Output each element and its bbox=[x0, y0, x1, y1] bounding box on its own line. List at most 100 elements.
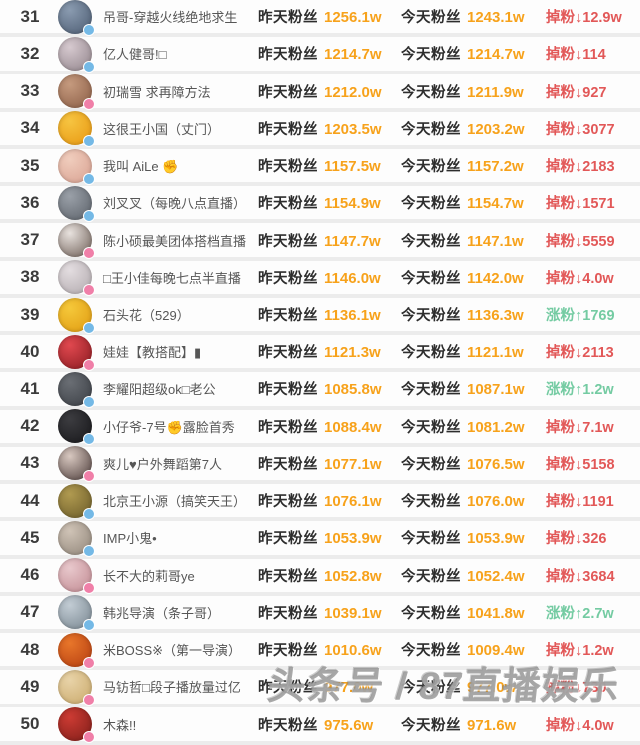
avatar bbox=[58, 0, 95, 36]
streamer-name: 木森!! bbox=[103, 717, 137, 733]
verified-badge-icon bbox=[83, 209, 95, 222]
ranking-row[interactable]: 42 小仔爷-7号✊露脸首秀 昨天粉丝 1088.4w 今天粉丝 1081.2w… bbox=[0, 409, 640, 446]
fans-change: 掉粉↓12.9w bbox=[546, 10, 622, 27]
today-fans-label: 今天粉丝 bbox=[401, 680, 461, 697]
verified-badge-icon bbox=[83, 172, 95, 185]
ranking-row[interactable]: 38 □王小佳每晚七点半直播 昨天粉丝 1146.0w 今天粉丝 1142.0w… bbox=[0, 260, 640, 297]
today-fans: 今天粉丝 1214.7w bbox=[401, 43, 546, 64]
yesterday-fans-value: 1154.9w bbox=[324, 195, 381, 213]
yesterday-fans: 昨天粉丝 975.6w bbox=[258, 714, 401, 735]
verified-badge-icon bbox=[83, 470, 95, 483]
today-fans: 今天粉丝 1157.2w bbox=[401, 155, 546, 176]
today-fans-label: 今天粉丝 bbox=[401, 308, 461, 325]
today-fans-value: 1211.9w bbox=[467, 83, 524, 101]
yesterday-fans: 昨天粉丝 1052.8w bbox=[258, 565, 401, 586]
fans-change: 掉粉↓114 bbox=[546, 47, 606, 64]
ranking-row[interactable]: 32 亿人健哥!□ 昨天粉丝 1214.7w 今天粉丝 1214.7w 掉粉↓1… bbox=[0, 36, 640, 73]
avatar bbox=[58, 185, 95, 222]
avatar bbox=[58, 148, 95, 185]
today-fans: 今天粉丝 1081.2w bbox=[401, 416, 546, 437]
ranking-row[interactable]: 48 米BOSS※（第一导演） 昨天粉丝 1010.6w 今天粉丝 1009.4… bbox=[0, 632, 640, 669]
ranking-row[interactable]: 45 IMP小鬼• 昨天粉丝 1053.9w 今天粉丝 1053.9w 掉粉↓3… bbox=[0, 520, 640, 557]
fans-change: 涨粉↑2.7w bbox=[546, 605, 614, 622]
fans-change: 掉粉↓3684 bbox=[546, 568, 615, 585]
ranking-row[interactable]: 47 韩兆导演（条子哥） 昨天粉丝 1039.1w 今天粉丝 1041.8w 涨… bbox=[0, 595, 640, 632]
today-fans-label: 今天粉丝 bbox=[401, 717, 461, 734]
today-fans-value: 1136.3w bbox=[467, 307, 524, 325]
ranking-row[interactable]: 43 爽儿♥户外舞蹈第7人 昨天粉丝 1077.1w 今天粉丝 1076.5w … bbox=[0, 446, 640, 483]
ranking-row[interactable]: 31 吊哥-穿越火线绝地求生 昨天粉丝 1256.1w 今天粉丝 1243.1w… bbox=[0, 0, 640, 36]
yesterday-fans-label: 昨天粉丝 bbox=[258, 233, 318, 250]
today-fans-value: 1041.8w bbox=[467, 604, 525, 622]
ranking-row[interactable]: 41 李耀阳超级ok□老公 昨天粉丝 1085.8w 今天粉丝 1087.1w … bbox=[0, 372, 640, 408]
streamer-name: 小仔爷-7号✊露脸首秀 bbox=[103, 419, 235, 435]
yesterday-fans: 昨天粉丝 1077.1w bbox=[258, 453, 401, 474]
avatar bbox=[58, 669, 95, 706]
rank-number: 32 bbox=[20, 43, 40, 63]
ranking-row[interactable]: 37 陈小硕最美团体搭档直播 昨天粉丝 1147.7w 今天粉丝 1147.1w… bbox=[0, 223, 640, 260]
yesterday-fans: 昨天粉丝 1076.1w bbox=[258, 490, 401, 511]
rank-number: 38 bbox=[20, 267, 40, 287]
today-fans-label: 今天粉丝 bbox=[401, 643, 461, 660]
avatar bbox=[58, 446, 95, 483]
today-fans-value: 1203.2w bbox=[467, 120, 525, 138]
yesterday-fans-value: 1076.1w bbox=[324, 493, 382, 511]
ranking-row[interactable]: 33 初瑞雪 求再障方法 昨天粉丝 1212.0w 今天粉丝 1211.9w 掉… bbox=[0, 74, 640, 111]
today-fans-value: 1009.4w bbox=[467, 642, 525, 660]
yesterday-fans-value: 1053.9w bbox=[324, 530, 382, 548]
rank-number: 31 bbox=[20, 6, 40, 26]
today-fans-label: 今天粉丝 bbox=[401, 121, 461, 138]
ranking-row[interactable]: 49 马钫哲□段子播放量过亿 昨天粉丝 977.0w 今天粉丝 977.0w 掉… bbox=[0, 669, 640, 706]
today-fans-label: 今天粉丝 bbox=[401, 270, 461, 287]
avatar bbox=[58, 111, 95, 148]
yesterday-fans-label: 昨天粉丝 bbox=[258, 717, 318, 734]
avatar bbox=[58, 372, 95, 408]
yesterday-fans-label: 昨天粉丝 bbox=[258, 382, 318, 399]
rank-number: 36 bbox=[20, 192, 40, 212]
yesterday-fans-label: 昨天粉丝 bbox=[258, 270, 318, 287]
yesterday-fans-value: 1203.5w bbox=[324, 120, 382, 138]
today-fans: 今天粉丝 1087.1w bbox=[401, 378, 546, 399]
yesterday-fans-label: 昨天粉丝 bbox=[258, 531, 318, 548]
rank-number: 48 bbox=[20, 639, 40, 659]
streamer-name: 刘叉叉（每晚八点直播） bbox=[103, 196, 247, 212]
ranking-row[interactable]: 36 刘叉叉（每晚八点直播） 昨天粉丝 1154.9w 今天粉丝 1154.7w… bbox=[0, 185, 640, 222]
rank-number: 46 bbox=[20, 565, 40, 585]
streamer-name: 爽儿♥户外舞蹈第7人 bbox=[103, 456, 222, 472]
yesterday-fans-label: 昨天粉丝 bbox=[258, 84, 318, 101]
ranking-row[interactable]: 39 石头花（529） 昨天粉丝 1136.1w 今天粉丝 1136.3w 涨粉… bbox=[0, 297, 640, 334]
today-fans-value: 1052.4w bbox=[467, 567, 525, 585]
ranking-row[interactable]: 40 娃娃【教搭配】▮ 昨天粉丝 1121.3w 今天粉丝 1121.1w 掉粉… bbox=[0, 334, 640, 371]
avatar bbox=[58, 520, 95, 557]
ranking-row[interactable]: 34 这很王小国（丈门） 昨天粉丝 1203.5w 今天粉丝 1203.2w 掉… bbox=[0, 111, 640, 148]
today-fans: 今天粉丝 1121.1w bbox=[401, 341, 546, 362]
yesterday-fans: 昨天粉丝 1136.1w bbox=[258, 304, 401, 325]
avatar bbox=[58, 483, 95, 520]
streamer-name: 长不大的莉哥ye bbox=[103, 568, 195, 584]
ranking-row[interactable]: 44 北京王小源（搞笑天王） 昨天粉丝 1076.1w 今天粉丝 1076.0w… bbox=[0, 483, 640, 520]
ranking-row[interactable]: 46 长不大的莉哥ye 昨天粉丝 1052.8w 今天粉丝 1052.4w 掉粉… bbox=[0, 558, 640, 595]
yesterday-fans: 昨天粉丝 1088.4w bbox=[258, 416, 401, 437]
today-fans: 今天粉丝 1009.4w bbox=[401, 639, 546, 660]
yesterday-fans-label: 昨天粉丝 bbox=[258, 605, 318, 622]
streamer-name: 我叫 AiLe ✊ bbox=[103, 159, 179, 175]
today-fans-value: 1157.2w bbox=[467, 158, 524, 176]
verified-badge-icon bbox=[83, 23, 95, 36]
rank-number: 42 bbox=[20, 416, 40, 436]
verified-badge-icon bbox=[83, 693, 95, 706]
yesterday-fans-label: 昨天粉丝 bbox=[258, 47, 318, 64]
streamer-name: 娃娃【教搭配】▮ bbox=[103, 345, 202, 361]
today-fans-label: 今天粉丝 bbox=[401, 494, 461, 511]
today-fans-value: 1142.0w bbox=[467, 269, 524, 287]
today-fans-label: 今天粉丝 bbox=[401, 456, 461, 473]
yesterday-fans-value: 1214.7w bbox=[324, 46, 382, 64]
ranking-row[interactable]: 50 木森!! 昨天粉丝 975.6w 今天粉丝 971.6w 掉粉↓4.0w bbox=[0, 707, 640, 744]
streamer-name: 陈小硕最美团体搭档直播 bbox=[103, 233, 247, 249]
rank-number: 37 bbox=[20, 230, 40, 250]
today-fans-value: 1076.5w bbox=[467, 455, 525, 473]
yesterday-fans-value: 1085.8w bbox=[324, 381, 382, 399]
today-fans-label: 今天粉丝 bbox=[401, 605, 461, 622]
ranking-row[interactable]: 35 我叫 AiLe ✊ 昨天粉丝 1157.5w 今天粉丝 1157.2w 掉… bbox=[0, 148, 640, 185]
verified-badge-icon bbox=[83, 98, 95, 111]
